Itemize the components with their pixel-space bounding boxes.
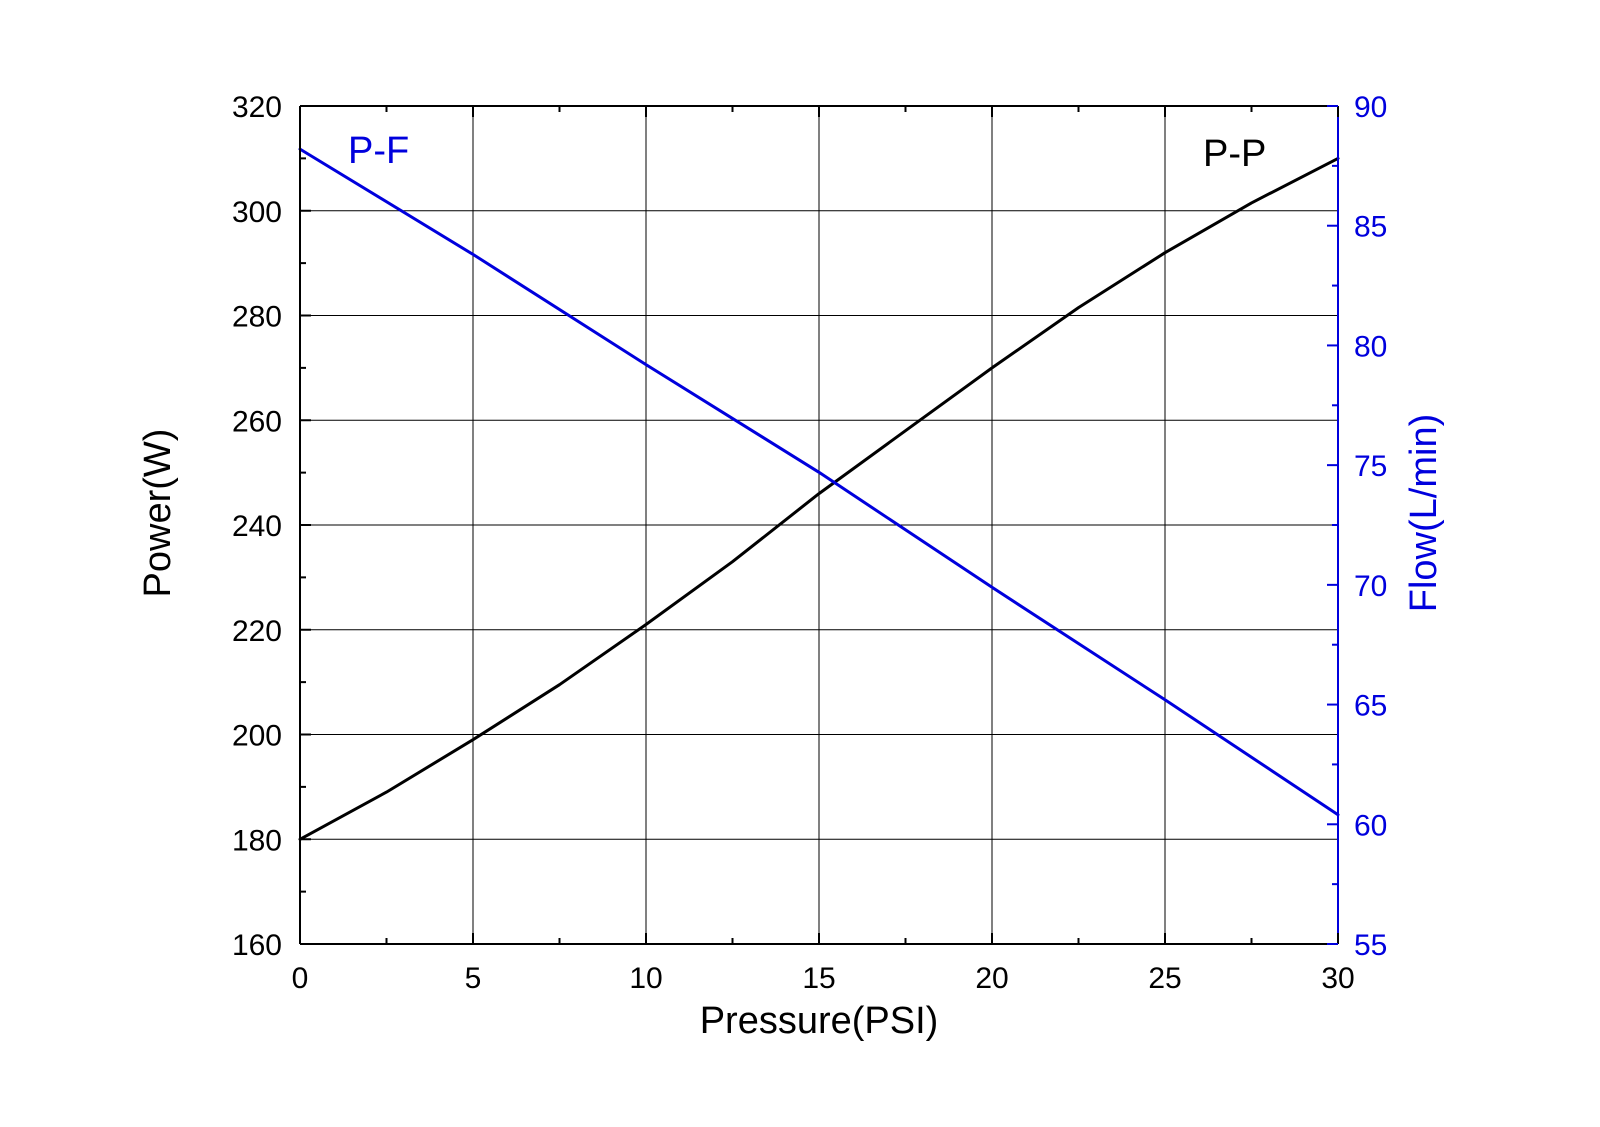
x-tick-label: 15 bbox=[802, 962, 835, 995]
y2-tick-label: 55 bbox=[1354, 929, 1387, 962]
y-tick-label: 260 bbox=[232, 405, 282, 438]
y-tick-label: 280 bbox=[232, 301, 282, 334]
y-tick-label: 300 bbox=[232, 196, 282, 229]
y-tick-label: 220 bbox=[232, 615, 282, 648]
series-label-p-p: P-P bbox=[1203, 133, 1266, 175]
y2-tick-label: 70 bbox=[1354, 570, 1387, 603]
y2-tick-label: 60 bbox=[1354, 809, 1387, 842]
y2-axis-title: Flow(L/min) bbox=[1403, 414, 1445, 612]
series-line-p-p bbox=[298, 156, 1340, 841]
x-tick-label: 0 bbox=[292, 962, 309, 995]
series-line-p-f bbox=[298, 147, 1340, 817]
y-tick-label: 320 bbox=[232, 91, 282, 124]
series-label-p-f: P-F bbox=[348, 130, 409, 172]
tick-labels: 0 5 10 15 20 25 30 160 180 200 220 240 260 280 300 320 5… bbox=[232, 91, 1387, 995]
x-tick-label: 25 bbox=[1148, 962, 1181, 995]
y2-tick-label: 75 bbox=[1354, 450, 1387, 483]
y-tick-label: 160 bbox=[232, 929, 282, 962]
x-tick-label: 20 bbox=[975, 962, 1008, 995]
y-axis-title: Power(W) bbox=[137, 429, 179, 598]
x-axis-title: Pressure(PSI) bbox=[700, 1000, 939, 1042]
y2-tick-label: 65 bbox=[1354, 690, 1387, 723]
y2-tick-label: 80 bbox=[1354, 330, 1387, 363]
grid bbox=[300, 106, 1338, 944]
y-tick-label: 180 bbox=[232, 824, 282, 857]
y-tick-label: 200 bbox=[232, 720, 282, 753]
y2-tick-label: 85 bbox=[1354, 211, 1387, 244]
x-tick-label: 5 bbox=[465, 962, 482, 995]
series-lines bbox=[298, 147, 1340, 841]
x-tick-label: 30 bbox=[1321, 962, 1354, 995]
y-tick-label: 240 bbox=[232, 510, 282, 543]
x-tick-label: 10 bbox=[629, 962, 662, 995]
y2-tick-label: 90 bbox=[1354, 91, 1387, 124]
